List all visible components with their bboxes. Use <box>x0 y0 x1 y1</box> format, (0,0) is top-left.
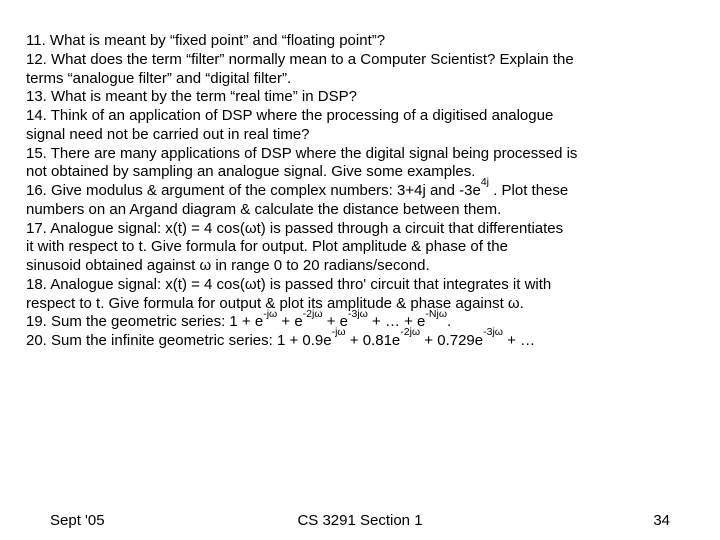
text-line: 18. Analogue signal: x(t) = 4 cos(ωt) is… <box>26 276 694 295</box>
text-line: 15. There are many applications of DSP w… <box>26 145 694 164</box>
questions-block: 11. What is meant by “fixed point” and “… <box>26 32 694 351</box>
text-line: it with respect to t. Give formula for o… <box>26 238 694 257</box>
text-line: 13. What is meant by the term “real time… <box>26 88 694 107</box>
text-line: 16. Give modulus & argument of the compl… <box>26 182 694 201</box>
text-line: 11. What is meant by “fixed point” and “… <box>26 32 694 51</box>
text-line: not obtained by sampling an analogue sig… <box>26 163 694 182</box>
text-line: 12. What does the term “filter” normally… <box>26 51 694 70</box>
text-line: sinusoid obtained against ω in range 0 t… <box>26 257 694 276</box>
footer-page: 34 <box>653 512 670 529</box>
slide: 11. What is meant by “fixed point” and “… <box>0 0 720 540</box>
text-line: 14. Think of an application of DSP where… <box>26 107 694 126</box>
text-line: numbers on an Argand diagram & calculate… <box>26 201 694 220</box>
text-line: terms “analogue filter” and “digital fil… <box>26 70 694 89</box>
text-line: 19. Sum the geometric series: 1 + e-jω +… <box>26 313 694 332</box>
text-line: 17. Analogue signal: x(t) = 4 cos(ωt) is… <box>26 220 694 239</box>
footer-course: CS 3291 Section 1 <box>0 512 720 529</box>
text-line: 20. Sum the infinite geometric series: 1… <box>26 332 694 351</box>
text-line: signal need not be carried out in real t… <box>26 126 694 145</box>
